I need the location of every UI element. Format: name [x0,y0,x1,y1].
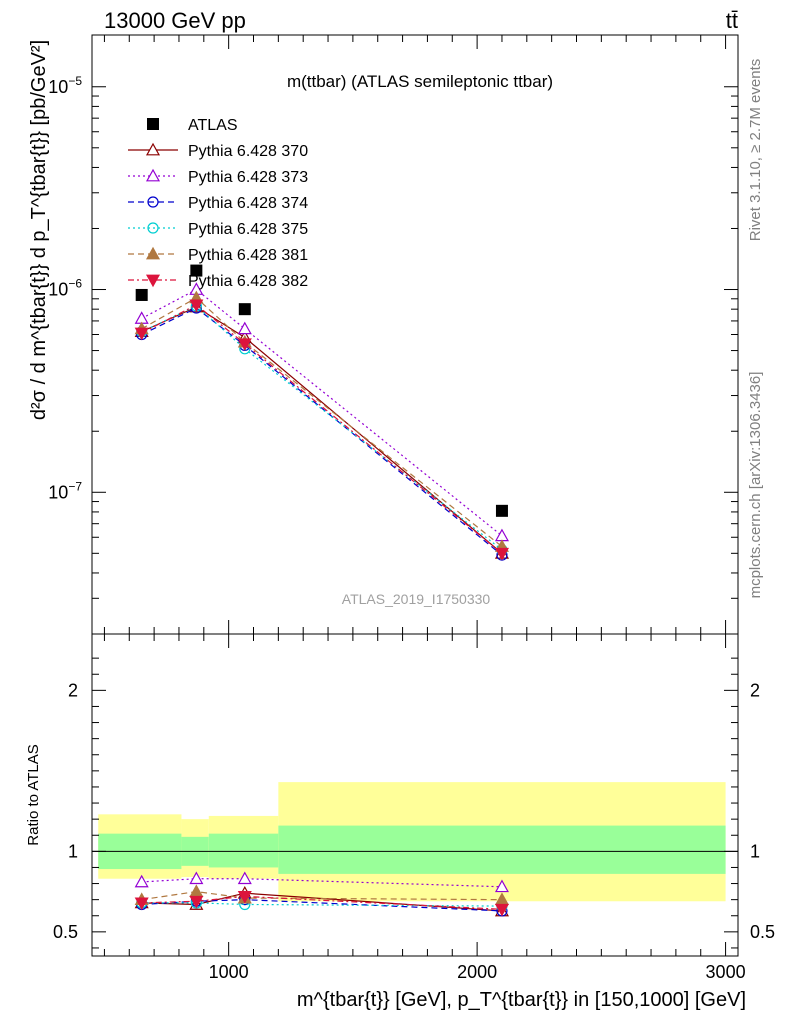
series-pythia-6-428-370-line [141,306,503,554]
legend-atlas-label: ATLAS [188,117,238,134]
x-axis-label: m^{tbar{t}} [GeV], p_T^{tbar{t}} in [150… [297,989,746,1011]
legend-pythia-6-428-370-label: Pythia 6.428 370 [188,143,308,160]
series-pythia-6-428-382-point [494,547,509,561]
series-pythia-6-428-373-ratio-line [141,878,502,888]
y-tick-exponent: −7 [68,479,82,493]
series-pythia-6-428-382-ratio-point [494,903,509,917]
legend-pythia-6-428-381-marker [145,246,161,260]
atlas-data-point [495,504,508,517]
legend-pythia-6-428-374-marker [147,196,159,208]
legend-pythia-6-428-375-label: Pythia 6.428 375 [188,221,308,238]
legend-pythia-6-428-374-label: Pythia 6.428 374 [188,195,308,212]
series-pythia-6-428-375-ratio-line [141,902,502,907]
uncertainty-band-inner [208,833,279,868]
legend-pythia-6-428-373-label: Pythia 6.428 373 [188,169,308,186]
series-pythia-6-428-373-point [237,321,252,335]
y-axis-label: d²σ / d m^{tbar{t}} d p_T^{tbar{t}} [pb/… [28,40,50,420]
legend-pythia-6-428-382-marker [145,274,161,288]
atlas-data-point [238,303,251,316]
y-tick-exponent: −6 [68,277,82,291]
uncertainty-band-inner [278,825,726,874]
legend-pythia-6-428-373-marker [145,168,161,182]
y-tick-label: 10−6 [48,277,82,300]
ratio-y-tick-label-right: 1 [750,841,760,861]
series-pythia-6-428-381-line [141,297,503,548]
ratio-frame [91,633,739,957]
series-pythia-6-428-375-line [141,305,503,551]
series-pythia-6-428-382-line [141,304,503,554]
analysis-label: ATLAS_2019_I1750330 [342,591,491,607]
legend-pythia-6-428-370-marker [145,142,161,156]
legend-pythia-6-428-381-label: Pythia 6.428 381 [188,247,308,264]
x-tick-label: 3000 [706,962,746,982]
ratio-y-tick-label-right: 0.5 [750,922,775,942]
ratio-y-axis-label: Ratio to ATLAS [25,744,42,845]
series-pythia-6-428-382-ratio-point [189,895,204,909]
legend-pythia-6-428-375-marker [147,222,159,234]
series-pythia-6-428-382-point [189,299,204,313]
ratio-y-tick-label: 1 [68,841,78,861]
y-tick-label: 10−5 [48,74,82,97]
series-pythia-6-428-373-point [494,528,509,542]
mcplots-label: mcplots.cern.ch [arXiv:1306.3436] [747,372,764,599]
series-pythia-6-428-381-ratio-point [189,884,204,898]
x-tick-label: 2000 [457,962,497,982]
legend-atlas-marker [147,118,159,130]
series-pythia-6-428-382-ratio-point [237,891,252,904]
series-pythia-6-428-373-ratio-point [237,871,252,885]
series-pythia-6-428-382-point [134,327,149,341]
series-pythia-6-428-382-ratio-line [141,895,502,910]
ratio-y-tick-label: 2 [68,680,78,700]
main-title: m(ttbar) (ATLAS semileptonic ttbar) [287,72,553,91]
series-pythia-6-428-381-ratio-line [141,890,502,901]
series-pythia-6-428-373-ratio-point [189,871,204,885]
ratio-y-tick-label-right: 2 [750,680,760,700]
main-panel: ATLAS Pythia 6.428 370 Pythia 6.428 373 Pyt… [48,74,738,635]
series-pythia-6-428-382-point [237,338,252,352]
y-tick-label: 10−7 [48,479,82,502]
header-right: tt̄ [726,8,738,33]
y-tick-exponent: −5 [68,74,82,88]
series-pythia-6-428-374-line [141,307,503,556]
series-pythia-6-428-373-line [141,288,503,537]
ratio-y-tick-label: 0.5 [53,922,78,942]
rivet-label: Rivet 3.1.10, ≥ 2.7M events [747,59,764,242]
header-left: 13000 GeV pp [104,8,246,33]
x-tick-label: 1000 [209,962,249,982]
legend-pythia-6-428-382-label: Pythia 6.428 382 [188,273,308,290]
series-pythia-6-428-373-ratio-point [134,874,149,888]
series-pythia-6-428-382-ratio-point [134,897,149,911]
atlas-data-point [135,288,148,301]
series-pythia-6-428-373-ratio-point [494,879,509,893]
atlas-data-point [190,264,203,277]
